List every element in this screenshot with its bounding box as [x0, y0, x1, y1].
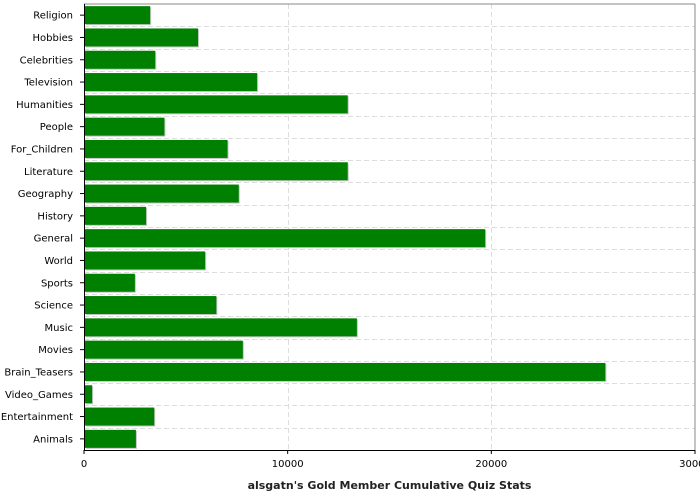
- bar: [85, 184, 239, 203]
- bar: [85, 362, 606, 381]
- bar: [85, 6, 151, 25]
- y-tick-label: Brain_Teasers: [4, 367, 73, 378]
- y-tick-label: Hobbies: [33, 33, 73, 44]
- bar: [85, 296, 217, 315]
- x-axis-title: alsgatn's Gold Member Cumulative Quiz St…: [248, 479, 532, 492]
- bar: [85, 385, 93, 404]
- y-tick-label: Science: [34, 301, 73, 312]
- y-tick-label: Literature: [24, 167, 73, 178]
- y-tick-label: Sports: [41, 278, 73, 289]
- bar: [85, 318, 357, 337]
- x-tick-label: 20000: [475, 459, 507, 470]
- x-tick-label: 0: [81, 459, 87, 470]
- y-tick-label: Geography: [18, 189, 73, 200]
- y-tick-label: Movies: [38, 345, 73, 356]
- bar: [85, 28, 199, 47]
- bar: [85, 229, 486, 248]
- bar: [85, 407, 155, 426]
- bar: [85, 117, 165, 136]
- bar: [85, 429, 136, 448]
- bars: [85, 6, 607, 449]
- bar: [85, 95, 348, 114]
- y-tick-label: Video_Games: [5, 390, 73, 401]
- y-tick-label: World: [44, 256, 73, 267]
- y-tick-label: Music: [45, 323, 73, 334]
- bar: [85, 162, 348, 181]
- bar: [85, 340, 243, 359]
- bar: [85, 50, 156, 69]
- bar: [85, 206, 147, 225]
- x-tick-label: 10000: [272, 459, 304, 470]
- axes: [84, 3, 696, 451]
- y-tick-label: Animals: [33, 434, 73, 445]
- y-tick-label: History: [37, 211, 73, 222]
- x-tick-label: 30000: [679, 459, 700, 470]
- bar: [85, 139, 228, 158]
- x-tick-labels: 0 10000 20000 30000: [81, 450, 700, 470]
- y-tick-label: Celebrities: [20, 55, 73, 66]
- y-tick-label: People: [40, 122, 73, 133]
- y-tick-label: General: [34, 234, 73, 245]
- y-tick-label: Television: [23, 78, 73, 89]
- grid-lines: [84, 4, 695, 450]
- y-tick-label: Entertainment: [1, 412, 73, 423]
- bar: [85, 251, 206, 270]
- y-tick-label: For_Children: [11, 144, 73, 155]
- bar: [85, 273, 135, 292]
- y-tick-label: Humanities: [16, 100, 73, 111]
- y-tick-labels: Religion Hobbies Celebrities Television Huma…: [1, 11, 84, 445]
- y-tick-label: Religion: [33, 11, 73, 22]
- bar: [85, 73, 258, 92]
